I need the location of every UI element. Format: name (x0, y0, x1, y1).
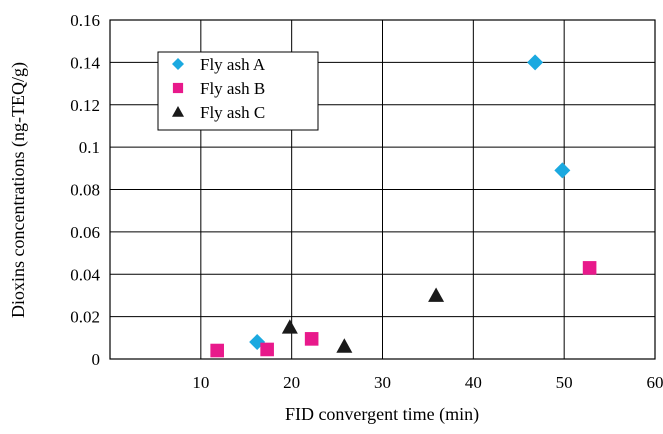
x-axis-tick-labels: 10 20 30 40 50 60 (192, 373, 663, 392)
legend-label-fly-ash-a: Fly ash A (200, 55, 266, 74)
x-axis-title: FID convergent time (min) (285, 404, 479, 425)
y-tick-label: 0.08 (70, 181, 100, 200)
legend-marker-fly-ash-a (172, 58, 184, 70)
x-tick-label: 30 (374, 373, 391, 392)
plot-area-frame (109, 19, 656, 360)
legend: Fly ash A Fly ash B Fly ash C (157, 51, 319, 131)
y-tick-label: 0.06 (70, 223, 100, 242)
data-point-fly-ash-b (260, 342, 274, 357)
data-point-fly-ash-a (527, 54, 544, 71)
data-point-fly-ash-c (428, 287, 445, 302)
data-point-fly-ash-b (210, 343, 224, 358)
data-point-fly-ash-c (336, 338, 353, 353)
x-tick-label: 40 (465, 373, 482, 392)
legend-marker-fly-ash-b (172, 82, 184, 94)
legend-box (157, 51, 319, 131)
legend-label-fly-ash-b: Fly ash B (200, 79, 265, 98)
y-tick-label: 0.02 (70, 308, 100, 327)
data-point-fly-ash-a (554, 162, 571, 179)
y-tick-label: 0.04 (70, 265, 100, 284)
legend-marker-fly-ash-c (172, 106, 184, 117)
data-point-fly-ash-b (582, 261, 597, 275)
x-tick-label: 50 (556, 373, 573, 392)
x-tick-label: 20 (283, 373, 300, 392)
y-axis-tick-labels: 0 0.02 0.04 0.06 0.08 0.1 0.12 0.14 0.16 (70, 11, 100, 369)
y-tick-label: 0.16 (70, 11, 100, 30)
data-points (210, 54, 597, 358)
legend-label-fly-ash-c: Fly ash C (200, 103, 265, 122)
x-tick-label: 10 (192, 373, 209, 392)
y-tick-label: 0.1 (79, 138, 100, 157)
y-tick-label: 0.12 (70, 96, 100, 115)
y-tick-label: 0.14 (70, 53, 100, 72)
y-tick-label: 0 (92, 350, 101, 369)
x-tick-label: 60 (647, 373, 663, 392)
data-point-fly-ash-c (281, 319, 298, 334)
y-axis-title: Dioxins concentrations (ng-TEQ/g) (8, 62, 29, 318)
data-point-fly-ash-b (304, 332, 319, 346)
